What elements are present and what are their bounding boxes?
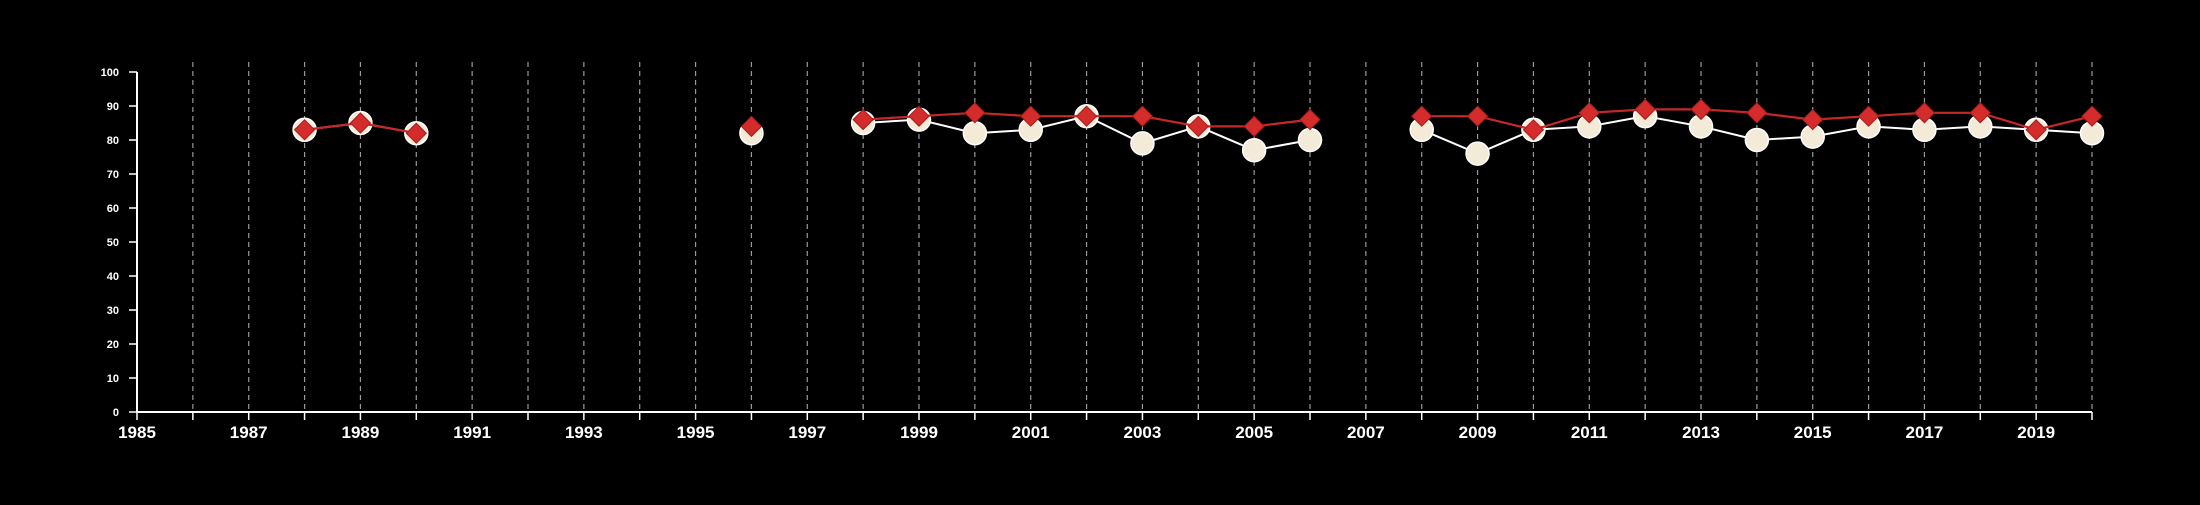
x-tick-label: 2001: [1012, 423, 1050, 442]
axes: 0 10 20 30 40 50 60 70 80 90 100 1985 1987 1989 1991 19…: [101, 67, 2093, 442]
circle-point: [962, 120, 988, 146]
x-tick-label: 1999: [900, 423, 938, 442]
x-tick-label: 2007: [1347, 423, 1385, 442]
y-tick-label: 80: [107, 135, 119, 147]
diamond-point: [1634, 98, 1656, 121]
diamond-point: [405, 122, 427, 144]
diamond-point: [1857, 105, 1880, 127]
x-tick-label: 2017: [1906, 423, 1944, 442]
y-tick-label: 70: [107, 169, 119, 181]
x-tick-label: 1995: [677, 423, 715, 442]
circle-point: [1297, 127, 1323, 153]
diamond-point: [2025, 119, 2047, 141]
diamond-point: [1802, 108, 1824, 131]
y-tick-label: 100: [101, 67, 119, 79]
x-tick-label: 1997: [788, 423, 826, 442]
diamond-point: [1969, 102, 1991, 124]
y-tick-label: 20: [107, 339, 119, 351]
x-tick-label: 2019: [2017, 423, 2055, 442]
diamond-point: [1913, 102, 1936, 124]
diamond-point: [908, 105, 930, 127]
y-tick-label: 90: [107, 101, 119, 113]
series: [292, 98, 2105, 166]
y-tick-label: 50: [107, 237, 119, 249]
x-tick-label: 1993: [565, 423, 603, 442]
diamond-point: [852, 108, 874, 131]
circle-point: [1241, 137, 1267, 163]
diamond-point: [2081, 105, 2103, 127]
x-tick-label: 1991: [453, 423, 491, 442]
x-tick-label: 1989: [342, 423, 380, 442]
diamond-point: [1299, 108, 1321, 131]
diamond-point: [1746, 102, 1768, 124]
x-tick-label: 2009: [1459, 423, 1497, 442]
circle-point: [1130, 131, 1155, 156]
gridlines: [192, 62, 2093, 412]
diamond-point: [1690, 98, 1712, 121]
diamond-point: [1243, 115, 1265, 138]
x-tick-label: 2005: [1235, 423, 1273, 442]
diamond-point: [293, 119, 316, 141]
x-tick-label: 2003: [1124, 423, 1162, 442]
x-tick-label: 2015: [1794, 423, 1832, 442]
y-tick-label: 0: [113, 407, 119, 419]
diamond-point: [1187, 115, 1209, 138]
diamond-point: [1522, 119, 1545, 141]
diamond-point: [1411, 105, 1433, 127]
diamond-point: [740, 115, 763, 138]
y-tick-label: 10: [107, 373, 119, 385]
y-tick-label: 40: [107, 271, 119, 283]
y-tick-label: 30: [107, 305, 119, 317]
y-tick-label: 60: [107, 203, 119, 215]
diamond-point: [1578, 102, 1600, 124]
circle-point: [1744, 127, 1770, 153]
diamond-point: [1075, 105, 1098, 127]
diamond-point: [349, 112, 372, 134]
diamond-series: [293, 98, 2103, 144]
diamond-point: [1131, 105, 1154, 127]
diamond-point: [1020, 105, 1042, 127]
diamond-point: [964, 102, 986, 124]
circle-point: [1465, 141, 1490, 166]
x-tick-label: 2011: [1571, 423, 1608, 442]
diamond-point: [1466, 105, 1489, 127]
x-tick-label: 1987: [230, 423, 268, 442]
x-tick-label: 1985: [118, 423, 156, 442]
x-tick-label: 2013: [1682, 423, 1720, 442]
